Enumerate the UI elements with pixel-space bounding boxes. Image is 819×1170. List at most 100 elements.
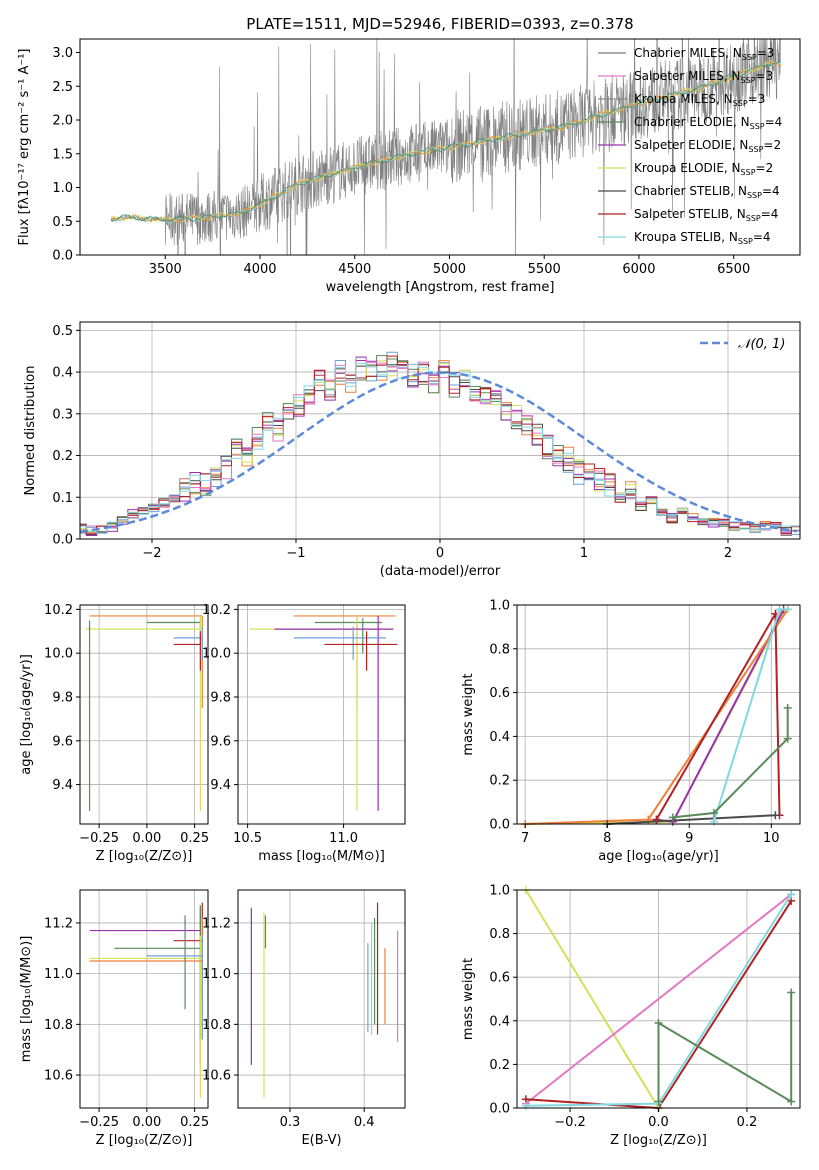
y-axis-label: Normed distribution xyxy=(23,366,38,496)
x-tick-label: −1 xyxy=(286,546,305,561)
legend-label-tail: =3 xyxy=(757,46,775,60)
x-axis-label: Z [log₁₀(Z/Z⊙)] xyxy=(610,1133,707,1148)
y-tick-label: 0.2 xyxy=(52,449,73,464)
series-marker xyxy=(787,1097,796,1106)
axes-frame xyxy=(516,604,801,825)
legend-label-main: Salpeter STELIB, N xyxy=(634,207,746,221)
legend-label: Chabrier STELIB, NSSP=4 xyxy=(634,184,780,200)
series-marker xyxy=(654,1018,663,1027)
legend-label-main: Kroupa STELIB, N xyxy=(634,230,738,244)
legend-label-tail: =2 xyxy=(756,161,774,175)
series-marker xyxy=(668,813,677,822)
series-line xyxy=(525,611,785,825)
plot-area xyxy=(249,615,398,811)
x-tick-label: 5000 xyxy=(433,262,466,277)
series-line xyxy=(657,992,793,1104)
legend-label-tail: =3 xyxy=(756,69,774,83)
x-tick-label: 6000 xyxy=(622,262,655,277)
series-marker xyxy=(654,1097,663,1106)
legend-label-sub: SSP xyxy=(747,191,762,200)
y-tick-label: 10.8 xyxy=(44,1018,73,1033)
legend-label: 𝒩(0, 1) xyxy=(738,337,785,352)
y-tick-label: 9.8 xyxy=(52,690,73,705)
axes-frame xyxy=(237,889,406,1109)
legend-label-sub: SSP xyxy=(741,76,756,85)
y-tick-label: 0.2 xyxy=(489,1058,510,1073)
y-tick-label: 1.0 xyxy=(489,884,510,899)
x-tick-label: 4500 xyxy=(338,262,371,277)
legend-label: Salpeter ELODIE, NSSP=2 xyxy=(634,138,781,154)
axes-frame xyxy=(237,604,406,825)
y-tick-label: 2.0 xyxy=(52,114,73,129)
x-tick-label: 5500 xyxy=(528,262,561,277)
legend-label-main: Chabrier MILES, N xyxy=(634,46,742,60)
y-tick-label: 2.5 xyxy=(52,80,73,95)
spectrum-title: PLATE=1511, MJD=52946, FIBERID=0393, z=0… xyxy=(246,15,633,33)
series-line xyxy=(525,608,789,825)
y-tick-label: 0.1 xyxy=(52,491,73,506)
y-axis-label: Flux [fλ10⁻¹⁷ erg cm⁻² s⁻¹ A⁻¹] xyxy=(17,49,32,246)
y-tick-label: 0.2 xyxy=(489,774,510,789)
y-tick-label: 0.5 xyxy=(52,324,73,339)
y-tick-label: 11.0 xyxy=(44,967,73,982)
legend-label-main: Kroupa ELODIE, N xyxy=(634,161,741,175)
legend-label-tail: =2 xyxy=(763,138,781,152)
x-tick-label: 10 xyxy=(763,831,780,846)
x-tick-label: 0 xyxy=(436,546,444,561)
legend-label-main: Salpeter MILES, N xyxy=(634,69,741,83)
y-tick-label: 1.0 xyxy=(489,599,510,614)
legend-label-tail: =4 xyxy=(761,207,779,221)
x-tick-label: 0.25 xyxy=(180,1115,209,1130)
series-marker xyxy=(783,703,792,712)
legend-label: Kroupa MILES, NSSP=3 xyxy=(634,92,765,108)
panel-mass-vs-Z: −0.25 0.00 0.25 10.6 10.8 11.0 11.2 Z [log₁₀(Z/… xyxy=(19,889,209,1148)
x-tick-label: −2 xyxy=(142,546,161,561)
x-axis-label: wavelength [Angstrom, rest frame] xyxy=(326,280,555,295)
plot-area xyxy=(85,615,203,811)
y-tick-label: 10.2 xyxy=(44,603,73,618)
series-marker xyxy=(783,734,792,743)
series-marker xyxy=(771,811,780,820)
y-tick-label: 10.2 xyxy=(202,603,231,618)
legend-label: Chabrier ELODIE, NSSP=4 xyxy=(634,115,782,131)
legend-label-sub: SSP xyxy=(746,214,761,223)
y-tick-label: 0.0 xyxy=(489,818,510,833)
series-line xyxy=(656,608,785,823)
x-tick-label: 6500 xyxy=(717,262,750,277)
x-tick-label: 0.2 xyxy=(737,1115,758,1130)
plot-area xyxy=(89,902,203,1098)
y-tick-label: 11.2 xyxy=(202,916,231,931)
x-axis-label: E(B-V) xyxy=(301,1133,341,1148)
x-tick-label: −0.25 xyxy=(79,831,119,846)
x-axis-label: age [log₁₀(age/yr)] xyxy=(598,849,719,864)
series-line xyxy=(525,893,792,1105)
x-tick-label: 0.00 xyxy=(132,831,161,846)
y-tick-label: 0.0 xyxy=(52,249,73,264)
x-tick-label: −0.25 xyxy=(79,1115,119,1130)
y-axis-label: mass weight xyxy=(461,958,476,1040)
y-axis-label: mass weight xyxy=(461,673,476,755)
series-marker xyxy=(787,890,796,899)
y-tick-label: 9.8 xyxy=(210,690,231,705)
histogram-series xyxy=(80,362,800,534)
y-tick-label: 0.6 xyxy=(489,971,510,986)
panel-residuals: −2 −1 0 1 2 0.0 0.1 0.2 0.3 0.4 0.5 (data-model)/er… xyxy=(23,321,801,579)
legend-label-main: Chabrier STELIB, N xyxy=(634,184,747,198)
y-axis-label: age [log₁₀(age/yr)] xyxy=(19,654,34,775)
y-tick-label: 0.4 xyxy=(489,1014,510,1029)
series-marker xyxy=(783,605,792,614)
legend-label-tail: =4 xyxy=(765,115,783,129)
x-tick-label: 1 xyxy=(580,546,588,561)
legend-label-main: Kroupa MILES, N xyxy=(634,92,733,106)
plot-area xyxy=(521,605,792,828)
y-axis-label: mass [log₁₀(M/M⊙)] xyxy=(19,936,34,1063)
y-tick-label: 10.6 xyxy=(202,1069,231,1084)
y-tick-label: 0.5 xyxy=(52,215,73,230)
x-tick-label: 0.0 xyxy=(648,1115,669,1130)
y-tick-label: 1.5 xyxy=(52,147,73,162)
legend-label-sub: SSP xyxy=(750,122,765,131)
x-axis-label: Z [log₁₀(Z/Z⊙)] xyxy=(96,849,193,864)
series-line xyxy=(524,889,660,1109)
panel-age-vs-Z: −0.25 0.00 0.25 9.4 9.6 9.8 10.0 10.2 Z [log₁₀(Z… xyxy=(19,603,209,864)
